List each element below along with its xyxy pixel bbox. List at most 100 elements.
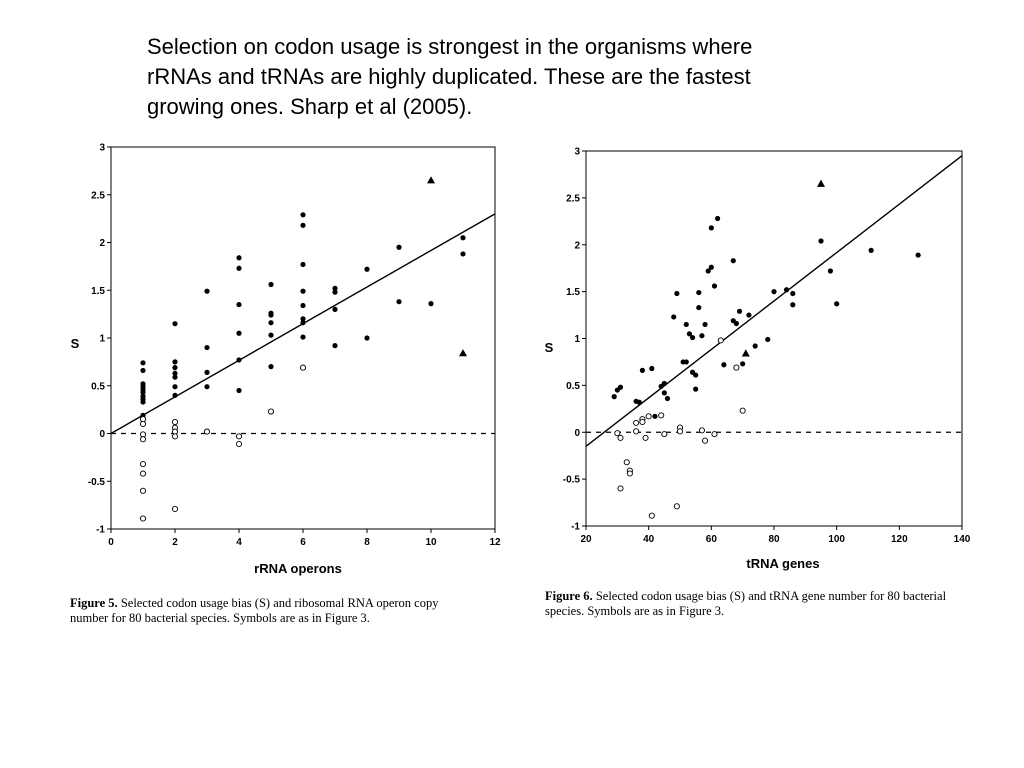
data-point-open [617,434,624,441]
data-point-open [698,427,705,434]
data-point-filled [332,285,338,291]
data-point-filled [300,261,306,268]
data-point-open [203,428,211,435]
data-point-filled [236,357,242,363]
data-point-open [139,420,147,428]
series-filled-circle [611,215,921,419]
data-point-filled [711,283,718,289]
slide-title-line: Selection on codon usage is strongest in… [147,34,753,59]
x-tick-label: 10 [425,537,437,548]
data-point-filled [683,321,689,328]
data-point-open [633,428,640,435]
slide-title-line: growing ones. Sharp et al (2005). [147,94,473,119]
data-point-filled [827,268,834,274]
data-point-filled [460,235,466,241]
data-point-open [711,431,718,438]
x-tick-label: 0 [108,537,114,548]
data-point-filled [300,316,306,322]
data-point-filled [868,247,874,253]
figure-6-caption: Figure 6. Selected codon usage bias (S) … [545,589,946,619]
data-point-open [642,434,649,441]
data-point-filled [686,331,693,337]
x-tick-label: 2 [172,537,178,548]
data-point-filled [172,365,178,371]
y-tick-label: 3 [574,147,580,158]
data-point-triangle [817,179,825,187]
x-tick-label: 4 [236,537,242,548]
x-tick-label: 120 [891,534,908,545]
trna-genes-scatter-chart: tRNA genes S -1 -0.5 0 0.5 1 1.5 2 2.5 3 20 40 60 80… [545,147,971,572]
data-point-triangle [427,176,435,184]
data-point-filled [460,251,466,257]
data-point-filled [268,364,274,370]
plot-area: -1 -0.5 0 0.5 1 1.5 2 2.5 3 20 40 60 80 100 120 140 [563,147,971,546]
data-point-filled [721,362,727,368]
data-point-filled [300,288,306,294]
y-tick-label: 0 [574,428,580,439]
data-point-filled [649,365,655,372]
data-point-open [139,515,147,522]
caption-line: Figure 6. Selected codon usage bias (S) … [545,589,946,604]
data-point-filled [652,413,658,419]
data-point-filled [683,359,689,365]
data-point-filled [790,302,796,308]
y-tick-label: 2.5 [566,193,580,204]
data-point-filled [661,390,667,396]
data-point-filled [236,330,242,336]
y-tick-label: -1 [96,525,105,536]
data-point-filled [752,343,758,349]
y-tick-label: 1 [99,334,105,345]
data-point-filled [702,321,708,328]
x-tick-label: 40 [643,534,655,545]
data-point-filled [300,320,306,326]
data-point-filled [708,225,714,231]
data-point-filled [364,266,370,272]
data-point-open [733,364,740,371]
y-tick-label: 1.5 [566,287,580,298]
y-tick-label: 1.5 [91,286,105,297]
data-point-filled [332,306,338,312]
data-point-filled [364,335,370,341]
data-point-filled [708,264,714,270]
y-tick-label: 3 [99,143,105,154]
caption-line: species. Symbols are as in Figure 3. [545,604,725,618]
y-tick-label: 2.5 [91,190,105,201]
data-point-filled [736,308,743,314]
series-filled-triangle [427,176,467,357]
y-tick-label: 2 [99,238,105,249]
series-filled-circle [140,212,466,421]
data-point-filled [639,367,646,373]
data-point-filled [140,360,146,366]
data-point-open [623,459,630,466]
data-point-filled [765,336,771,343]
data-point-open [171,505,179,512]
y-axis-title: S [71,336,80,351]
data-point-filled [396,244,402,250]
data-point-open [639,418,646,425]
data-point-filled [693,372,699,378]
data-point-filled [834,301,840,307]
data-point-filled [661,380,667,387]
data-point-open [614,430,621,437]
data-point-filled [172,370,178,376]
rrna-operons-scatter-chart: rRNA operons S -1 -0.5 0 0.5 1 1.5 2 2.5 3 0 2 4 6 8 1… [71,143,501,577]
data-point-filled [172,359,178,365]
x-axis-title: tRNA genes [746,556,819,571]
caption-line: number for 80 bacterial species. Symbols… [70,611,370,625]
series-open-circle [139,364,307,522]
data-point-filled [671,314,677,320]
data-point-filled [300,334,306,340]
data-point-filled [236,255,242,261]
data-point-filled [236,301,242,308]
x-tick-label: 12 [489,537,501,548]
y-tick-label: 2 [574,240,580,251]
data-point-filled [705,268,711,274]
caption-figure-label: Figure 6. [545,589,593,603]
data-point-filled [664,395,671,402]
data-point-filled [693,386,699,392]
data-point-filled [696,304,702,311]
y-tick-label: -0.5 [88,477,106,488]
data-point-open [717,337,724,344]
caption-text: Selected codon usage bias (S) and tRNA g… [595,589,947,603]
y-axis-title: S [545,340,554,355]
